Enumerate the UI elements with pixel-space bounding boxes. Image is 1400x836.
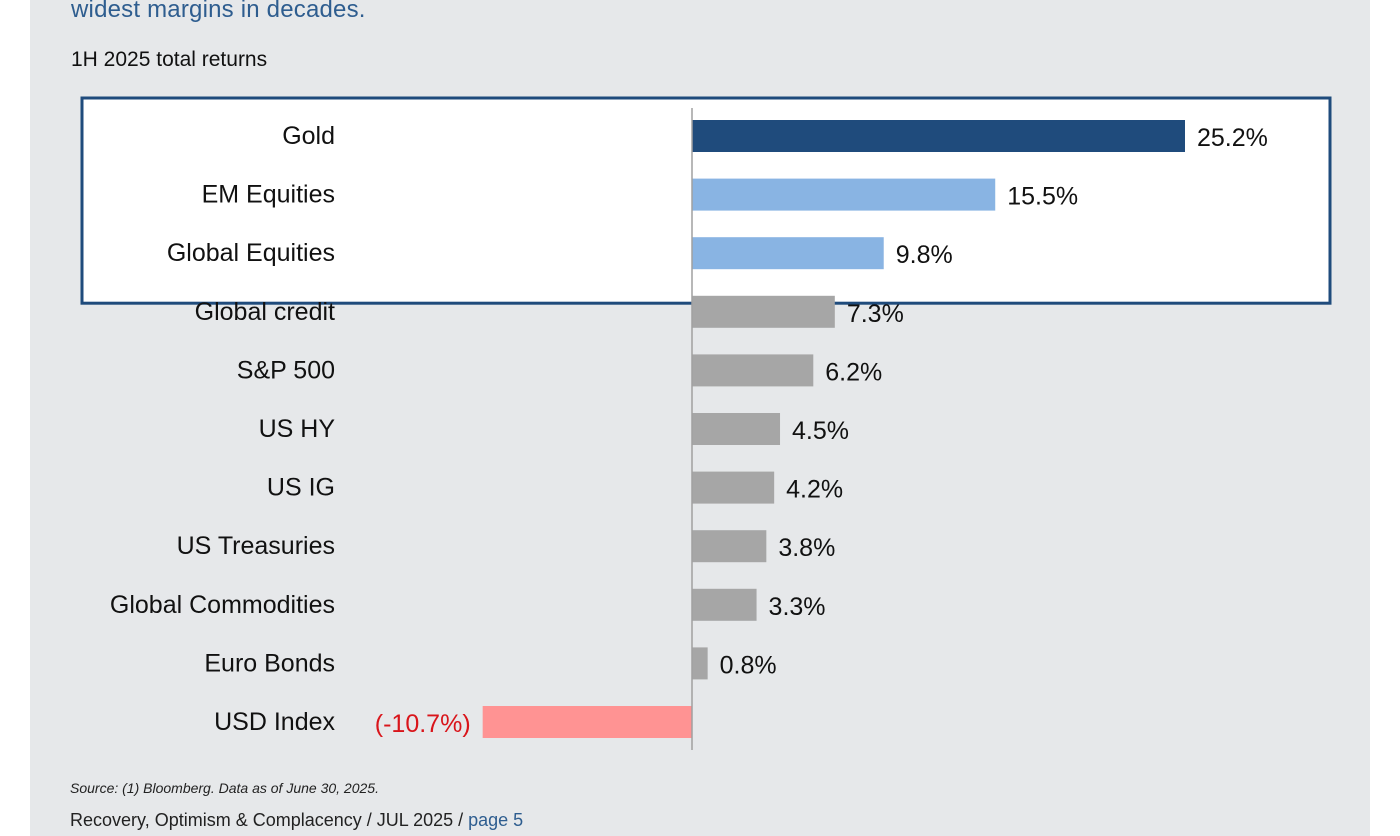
data-label-global-credit: 7.3% [847,300,904,328]
chart-title: 1H 2025 total returns [71,48,268,71]
category-label-global-credit: Global credit [195,298,335,326]
data-label-us-hy: 4.5% [792,417,849,445]
bar-us-ig [692,471,775,504]
category-label-global-commodities: Global Commodities [110,591,335,619]
bar-gold [692,120,1185,152]
labels-layer: Gold 25.2% EM Equities 15.5% Global Equities… [110,122,1268,738]
data-label-euro-bonds: 0.8% [720,651,777,679]
slide-subtitle: widest margins in decades. [71,0,366,23]
bars-layer [482,120,1185,738]
data-label-global-commodities: 3.3% [769,593,826,621]
source-note: Source: (1) Bloomberg. Data as of June 3… [70,780,379,796]
data-label-usd-index: (-10.7%) [375,710,471,738]
category-label-sandp-500: S&P 500 [237,356,335,384]
page-link[interactable]: page 5 [468,810,524,830]
category-label-us-hy: US HY [259,415,336,443]
footer-text: Recovery, Optimism & Complacency / JUL 2… [70,810,469,830]
data-label-gold: 25.2% [1197,124,1268,152]
category-label-em-equities: EM Equities [202,181,335,209]
data-label-sandp-500: 6.2% [825,358,882,386]
data-label-em-equities: 15.5% [1007,183,1078,211]
category-label-us-ig: US IG [267,474,335,502]
bar-usd-index [482,706,692,738]
bar-em-equities [692,178,996,211]
category-label-usd-index: USD Index [214,708,335,736]
category-label-gold: Gold [282,122,335,150]
bar-sandp-500 [692,354,814,387]
data-label-global-equities: 9.8% [896,241,953,269]
data-label-us-treasuries: 3.8% [778,534,835,562]
footer: Recovery, Optimism & Complacency / JUL 2… [70,810,523,831]
bar-global-equities [692,237,884,270]
category-label-euro-bonds: Euro Bonds [204,649,335,677]
bar-euro-bonds [692,647,708,680]
data-label-us-ig: 4.2% [786,476,843,504]
bar-global-commodities [692,588,757,621]
category-label-global-equities: Global Equities [167,239,335,267]
bar-us-hy [692,413,781,445]
category-label-us-treasuries: US Treasuries [177,532,335,560]
bar-us-treasuries [692,530,767,563]
bar-global-credit [692,295,835,328]
